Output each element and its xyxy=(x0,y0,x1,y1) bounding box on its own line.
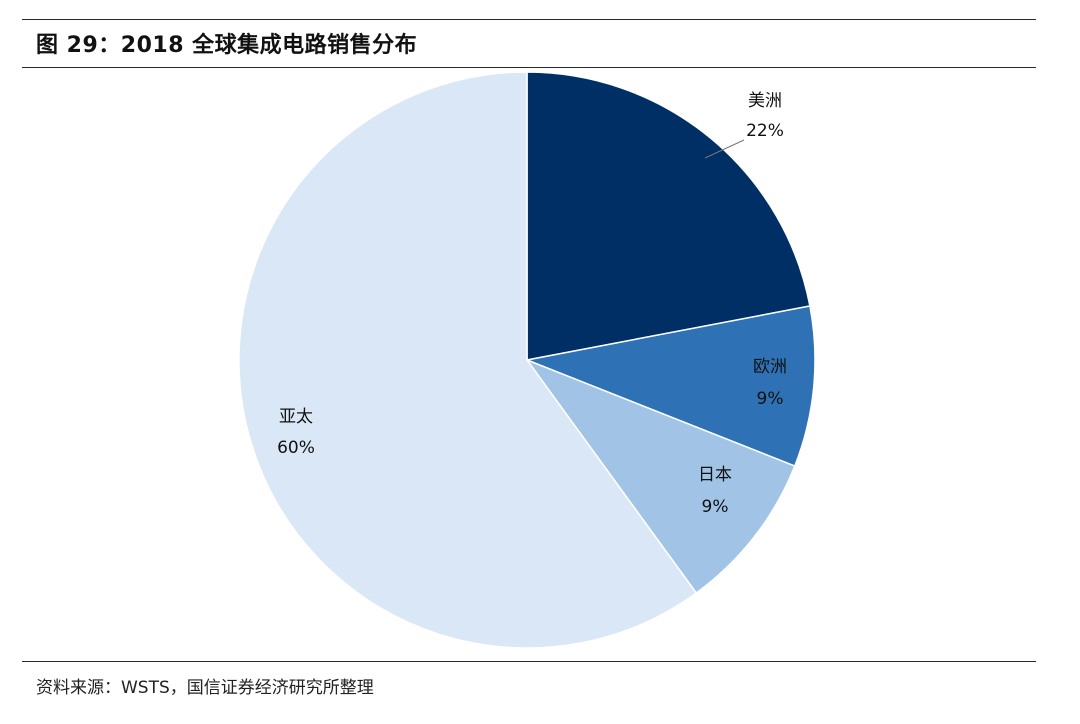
slice-value-americas: 22% xyxy=(746,121,784,141)
pie-slice-asia-pacific xyxy=(238,71,698,649)
pie-slice-americas xyxy=(526,71,811,361)
figure-title: 图 29：2018 全球集成电路销售分布 xyxy=(36,33,418,58)
pie-slice-europe xyxy=(524,305,816,467)
slice-name-americas: 美洲 xyxy=(748,91,782,111)
slice-name-europe: 欧洲 xyxy=(753,357,787,377)
slice-value-europe: 9% xyxy=(757,389,784,409)
leader-line-americas xyxy=(704,139,745,159)
slice-value-japan: 9% xyxy=(702,497,729,517)
slice-name-japan: 日本 xyxy=(698,465,732,485)
source-note: 资料来源：WSTS，国信证券经济研究所整理 xyxy=(36,678,374,698)
title-bottom-rule xyxy=(22,67,1036,68)
title-top-rule xyxy=(22,19,1036,20)
pie-slice-japan xyxy=(524,358,796,595)
source-rule xyxy=(22,661,1036,662)
slice-name-asia-pacific: 亚太 xyxy=(279,407,313,427)
slice-value-asia-pacific: 60% xyxy=(277,438,315,458)
